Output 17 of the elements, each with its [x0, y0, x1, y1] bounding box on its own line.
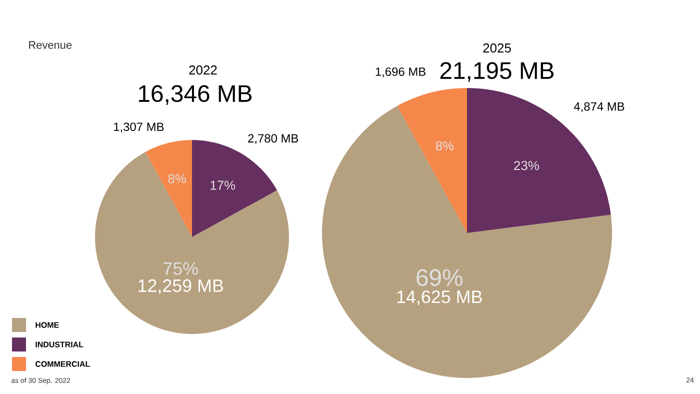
data-label: 14,625 MB: [397, 290, 482, 306]
text: Revenue: [29, 41, 72, 49]
chart-title: 2022: [189, 65, 217, 75]
text: 8%: [168, 174, 186, 184]
data-label: 1,307 MB: [114, 122, 164, 132]
text: 8%: [436, 141, 454, 151]
text: 23%: [514, 160, 539, 170]
chart-title: 2025: [483, 43, 511, 53]
data-label: 4,874 MB: [574, 102, 624, 112]
data-label: 12,259 MB: [138, 279, 224, 294]
text: 69%: [416, 269, 462, 286]
data-label: 1,696 MB: [376, 67, 426, 78]
text: 17%: [210, 180, 236, 190]
text: 75%: [164, 262, 198, 275]
chart-subtitle: 21,195 MB: [440, 62, 554, 82]
chart-subtitle: 16,346 MB: [139, 85, 252, 105]
data-label: 2,780 MB: [248, 134, 298, 144]
